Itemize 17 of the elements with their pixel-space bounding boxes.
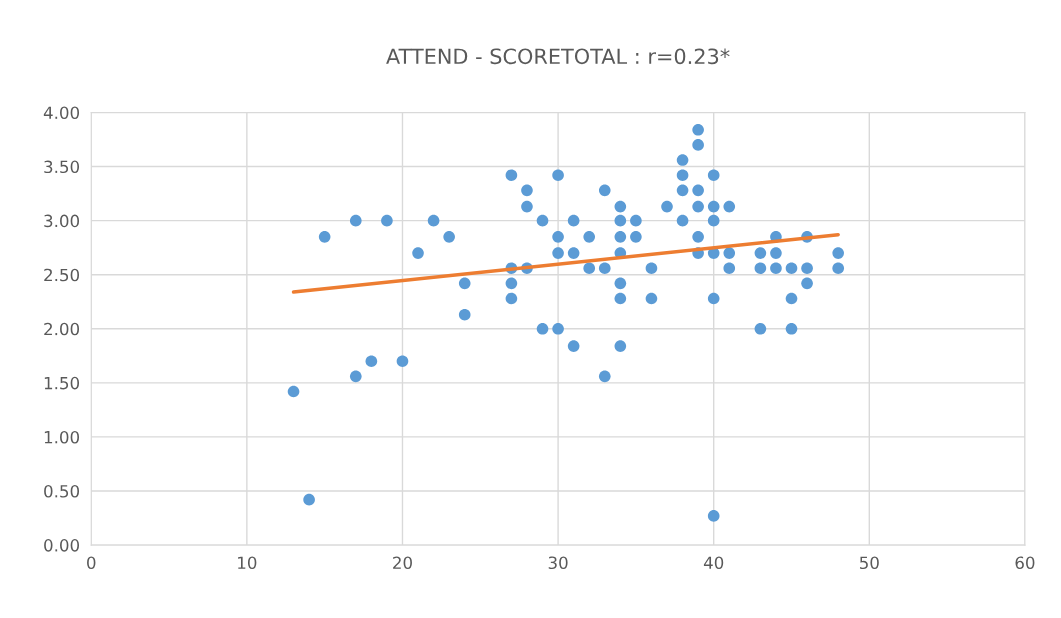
y-tick-label: 3.00	[44, 214, 80, 228]
y-tick-label: 3.50	[44, 160, 80, 174]
y-tick-label: 2.50	[44, 268, 80, 282]
y-tick-label: 4.00	[43, 106, 80, 120]
x-tick-label: 0	[87, 556, 96, 570]
y-tick-label: 0.50	[44, 484, 80, 498]
y-tick-label: 1.50	[44, 376, 80, 390]
chart-title: ATTEND - SCORETOTAL : r=0.23*	[386, 48, 730, 65]
x-tick-label: 30	[548, 556, 568, 570]
y-tick-label: 0.00	[44, 539, 80, 552]
x-tick-label: 40	[703, 556, 724, 570]
x-tick-label: 50	[860, 556, 879, 570]
y-tick-label: 2.00	[44, 322, 80, 336]
x-tick-label: 10	[238, 556, 257, 570]
x-tick-label: 20	[393, 556, 412, 570]
y-tick-label: 1.00	[44, 430, 80, 444]
x-tick-label: 60	[1015, 556, 1035, 570]
